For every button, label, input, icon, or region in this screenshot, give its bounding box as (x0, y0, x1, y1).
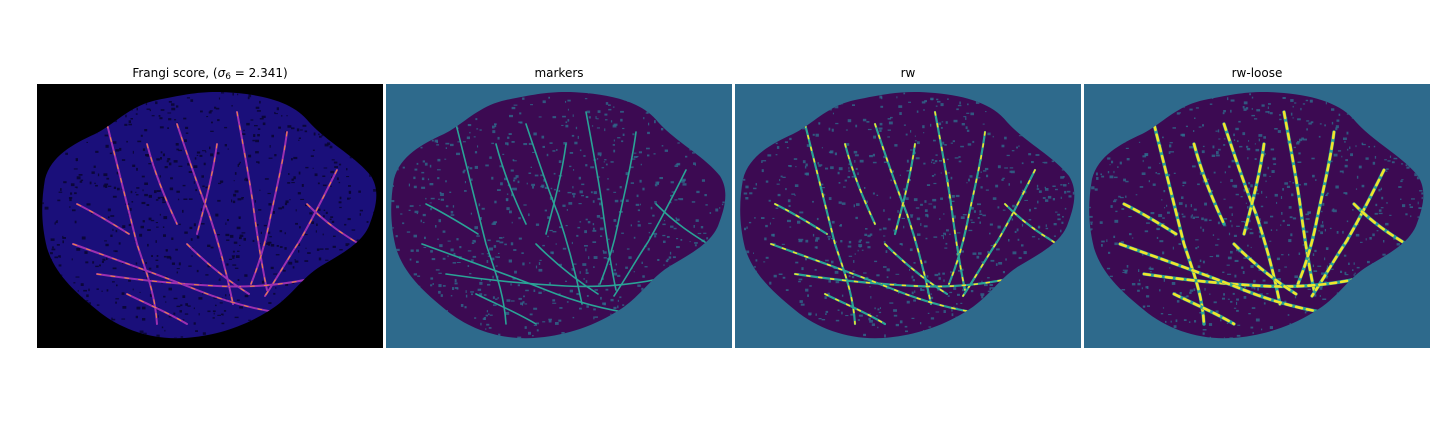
vessel-highlight (1142, 270, 1386, 288)
frangi-panel-title: Frangi score, (σ6 = 2.341) (37, 66, 383, 84)
rw-panel-title: rw (900, 66, 916, 80)
vessel (475, 293, 537, 325)
vessel (535, 243, 599, 295)
vessel-highlight (1296, 130, 1336, 286)
frangi-score-canvas (37, 84, 383, 348)
vessel-highlight (196, 143, 218, 235)
rw-image (735, 84, 1081, 348)
vessel (126, 293, 188, 325)
vessel (961, 168, 1037, 298)
sigma-subscript: 6 (225, 72, 231, 82)
vessel-highlight (1192, 142, 1226, 226)
vessel (421, 243, 637, 315)
vessel-highlight (1122, 202, 1178, 236)
vessel (599, 131, 637, 285)
vessel (455, 123, 507, 325)
vessel (843, 142, 877, 226)
markers-image (386, 84, 732, 348)
vessel-network (769, 110, 1059, 326)
sigma-symbol: σ (217, 66, 226, 80)
vessel (495, 143, 527, 225)
vessel (250, 131, 288, 285)
vessel-highlight (186, 243, 250, 295)
markers-panel-title: markers (534, 66, 584, 80)
vessel-highlight (1118, 242, 1336, 316)
vessel-highlight (1242, 142, 1266, 236)
vessel-highlight (1004, 203, 1058, 245)
vessel (525, 123, 583, 305)
vessel (773, 202, 829, 236)
vessel (613, 169, 687, 297)
vessel (72, 243, 288, 315)
vessel (96, 271, 338, 288)
vessel-highlight (1152, 122, 1206, 326)
vessel-highlight (1282, 110, 1316, 292)
vessel (545, 143, 567, 235)
vessel (655, 203, 709, 245)
vessel (106, 123, 158, 325)
vessel-highlight (824, 293, 886, 325)
vessel-highlight (306, 203, 360, 245)
vessel-highlight (770, 243, 986, 315)
vessel (445, 271, 687, 288)
vessel-highlight (948, 131, 986, 285)
vessel (264, 169, 338, 297)
vessel-highlight (794, 271, 1036, 288)
rw-loose-panel-title: rw-loose (1231, 66, 1283, 80)
rw-canvas (735, 84, 1081, 348)
rw-loose-canvas (1084, 84, 1430, 348)
rw-loose-image (1084, 84, 1430, 348)
markers-canvas (386, 84, 732, 348)
vessel-network (421, 111, 709, 325)
vessel-highlight (804, 123, 856, 325)
vessel-highlight (236, 111, 268, 291)
frangi-title-prefix: Frangi score, ( (132, 66, 218, 80)
vessel (893, 142, 917, 236)
vessel-highlight (76, 203, 130, 235)
vessel-highlight (1310, 168, 1386, 298)
vessel (933, 110, 967, 292)
vessel-highlight (176, 123, 234, 305)
vessel-highlight (1352, 202, 1408, 246)
vessel-highlight (1172, 292, 1236, 326)
vessel (585, 111, 617, 291)
vessel (425, 203, 479, 235)
vessel-network (1118, 110, 1408, 326)
vessel-highlight (146, 143, 178, 225)
frangi-title-suffix: = 2.341) (230, 66, 288, 80)
vessel-highlight (874, 123, 932, 305)
vessel-highlight (884, 243, 948, 295)
vessel-highlight (1232, 242, 1298, 296)
vessel-network (72, 111, 360, 325)
frangi-score-image (37, 84, 383, 348)
